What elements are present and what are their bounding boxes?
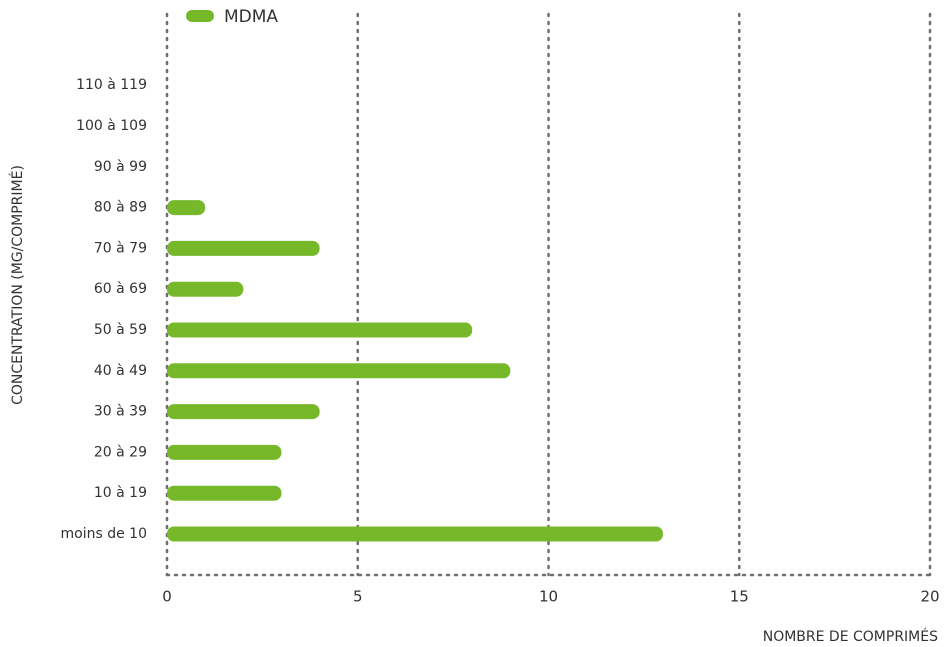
y-tick-label: 70 à 79 — [94, 240, 147, 256]
bar — [167, 404, 320, 420]
bar — [167, 526, 663, 542]
y-tick-label: 10 à 19 — [94, 485, 147, 501]
x-tick-label: 15 — [730, 588, 749, 606]
y-tick-label: 60 à 69 — [94, 281, 147, 297]
y-tick-label: 30 à 39 — [94, 404, 147, 420]
y-axis-label: CONCENTRATION (MG/COMPRIMÉ) — [9, 165, 26, 405]
legend-swatch — [186, 10, 214, 22]
bar — [167, 281, 244, 297]
x-tick-label: 0 — [162, 588, 172, 606]
y-tick-label: 110 à 119 — [76, 77, 147, 93]
bar — [167, 444, 282, 460]
y-tick-label: 90 à 99 — [94, 159, 147, 175]
y-tick-label: 40 à 49 — [94, 363, 147, 379]
x-tick-label: 20 — [920, 588, 939, 606]
y-tick-label: 50 à 59 — [94, 322, 147, 338]
y-tick-label: 20 à 29 — [94, 444, 147, 460]
bar — [167, 200, 206, 216]
y-tick-label: moins de 10 — [61, 526, 147, 542]
y-tick-label: 100 à 109 — [76, 118, 147, 134]
x-tick-label: 10 — [539, 588, 558, 606]
y-tick-label: 80 à 89 — [94, 200, 147, 216]
bar — [167, 240, 320, 256]
bar — [167, 363, 511, 379]
x-tick-label: 5 — [353, 588, 363, 606]
legend-label: MDMA — [224, 7, 278, 27]
bar — [167, 322, 473, 338]
bar — [167, 485, 282, 501]
x-axis-label: NOMBRE DE COMPRIMÉS — [763, 628, 938, 645]
